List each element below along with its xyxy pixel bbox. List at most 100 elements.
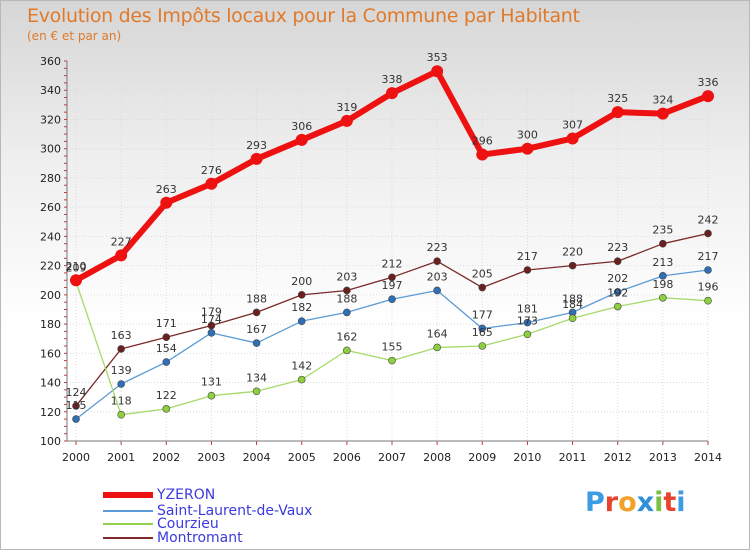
legend-label-saint-laurent-de-vaux: Saint-Laurent-de-Vaux (157, 503, 313, 519)
data-label: 213 (652, 256, 673, 269)
y-tick-label: 260 (40, 201, 61, 214)
data-point (704, 229, 712, 238)
data-label: 210 (66, 260, 87, 273)
logo-letter: o (618, 487, 637, 518)
y-tick-label: 300 (40, 143, 61, 156)
data-label: 235 (652, 224, 673, 237)
chart-subtitle: (en € et par an) (27, 29, 122, 43)
data-label: 263 (156, 183, 177, 196)
data-label: 220 (562, 246, 583, 259)
y-tick-label: 180 (40, 318, 61, 331)
data-point (659, 239, 667, 248)
logo-letter: i (676, 487, 686, 518)
data-point (162, 405, 171, 413)
x-tick-label: 2010 (513, 451, 541, 464)
data-point (162, 333, 171, 342)
logo-letter: P (585, 487, 605, 518)
legend-item-yzeron: YZERON (103, 487, 215, 503)
data-label: 306 (291, 120, 312, 133)
legend-swatch-montromant (103, 537, 153, 539)
logo-letter: x (636, 487, 655, 518)
data-label: 139 (111, 364, 132, 377)
x-tick-label: 2009 (468, 451, 496, 464)
legend-swatch-yzeron (103, 492, 153, 498)
data-point (117, 345, 125, 353)
x-tick-label: 2014 (694, 451, 722, 464)
data-label: 192 (607, 287, 628, 300)
data-point (656, 107, 669, 120)
data-point (343, 346, 351, 355)
data-point (388, 295, 396, 304)
data-label: 163 (111, 329, 132, 342)
data-label: 242 (698, 213, 719, 226)
x-tick-label: 2005 (288, 451, 316, 464)
data-point (433, 257, 441, 266)
data-point (702, 90, 714, 103)
data-label: 188 (336, 292, 357, 305)
data-point (117, 410, 125, 419)
data-point (115, 249, 128, 262)
x-tick-label: 2002 (152, 451, 180, 464)
data-label: 198 (652, 278, 673, 291)
data-label: 223 (427, 241, 448, 254)
data-label: 131 (201, 376, 222, 389)
data-label: 203 (427, 270, 448, 283)
data-label: 202 (607, 272, 628, 285)
data-point (613, 302, 622, 311)
data-label: 227 (111, 235, 132, 248)
proxiti-logo: Proxiti (585, 487, 686, 518)
x-tick-label: 2001 (107, 451, 135, 464)
data-label: 155 (382, 341, 403, 354)
data-point (478, 324, 487, 333)
legend-label-yzeron: YZERON (157, 487, 216, 503)
data-label: 171 (156, 317, 177, 330)
data-label: 196 (698, 281, 719, 294)
data-label: 223 (607, 241, 628, 254)
data-point (340, 114, 353, 127)
data-point (613, 288, 622, 296)
legend-label-montromant: Montromant (157, 530, 243, 546)
data-point (566, 132, 579, 145)
data-label: 200 (291, 275, 312, 288)
data-label: 124 (66, 386, 87, 399)
data-point (521, 142, 534, 155)
y-tick-label: 160 (40, 347, 61, 360)
data-label: 205 (472, 268, 493, 281)
data-label: 115 (66, 399, 87, 412)
data-label: 307 (562, 118, 583, 131)
data-point (388, 356, 396, 365)
data-point (160, 196, 173, 209)
data-label: 324 (652, 94, 673, 107)
y-tick-label: 340 (40, 84, 61, 97)
data-label: 122 (156, 389, 177, 402)
x-tick-label: 2013 (649, 451, 677, 464)
data-label: 165 (472, 326, 493, 339)
x-tick-label: 2000 (62, 451, 90, 464)
data-label: 293 (246, 139, 267, 152)
data-label: 217 (517, 250, 538, 263)
data-point (433, 286, 441, 295)
data-point (478, 283, 487, 292)
data-point (117, 380, 125, 388)
data-point (343, 308, 351, 317)
data-point (252, 308, 261, 317)
data-point (523, 330, 532, 339)
legend-swatch-saint-laurent-de-vaux (103, 510, 153, 512)
data-point (70, 274, 82, 287)
data-label: 118 (111, 395, 132, 408)
data-point (72, 415, 80, 423)
data-point (252, 387, 261, 396)
x-tick-label: 2007 (378, 451, 406, 464)
data-point (568, 261, 577, 270)
data-label: 300 (517, 129, 538, 142)
logo-letter: t (663, 487, 677, 518)
data-label: 203 (336, 270, 357, 283)
data-label: 162 (336, 330, 357, 343)
data-point (295, 133, 308, 146)
data-point (297, 291, 306, 299)
data-label: 188 (562, 292, 583, 305)
data-point (207, 329, 216, 337)
data-point (343, 286, 351, 295)
data-point (659, 272, 667, 280)
data-label: 179 (201, 306, 222, 319)
